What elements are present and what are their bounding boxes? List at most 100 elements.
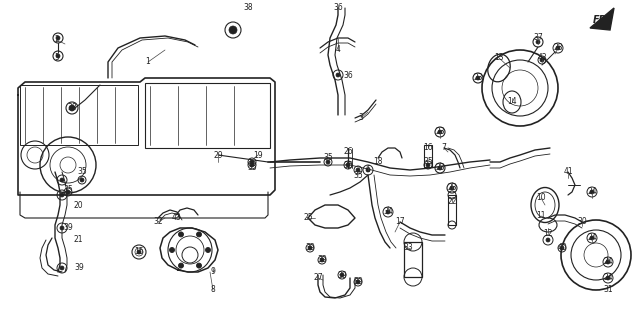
Text: 24: 24	[587, 187, 597, 197]
Circle shape	[556, 46, 560, 50]
Circle shape	[250, 160, 254, 164]
Circle shape	[229, 26, 237, 34]
Circle shape	[56, 36, 60, 40]
Text: 35: 35	[353, 171, 363, 179]
Text: 42: 42	[537, 54, 547, 62]
Circle shape	[250, 163, 254, 167]
Text: 30: 30	[577, 217, 587, 227]
Text: 23: 23	[435, 164, 445, 172]
Circle shape	[536, 40, 540, 44]
Text: 35: 35	[63, 185, 73, 195]
Circle shape	[540, 58, 544, 62]
Text: 36: 36	[343, 70, 353, 80]
Circle shape	[476, 76, 480, 80]
Text: 28: 28	[553, 43, 563, 53]
Circle shape	[66, 190, 70, 194]
Circle shape	[326, 160, 330, 164]
Circle shape	[450, 186, 454, 190]
Text: 4: 4	[335, 46, 340, 55]
Circle shape	[56, 54, 60, 58]
Text: 24: 24	[603, 274, 613, 282]
Text: 10: 10	[536, 193, 546, 203]
Text: 34: 34	[383, 208, 393, 217]
Circle shape	[196, 263, 202, 268]
Circle shape	[69, 105, 75, 111]
Text: 39: 39	[337, 270, 347, 280]
Text: 5: 5	[54, 54, 60, 62]
Circle shape	[137, 250, 141, 254]
Text: 23: 23	[447, 184, 457, 192]
Text: 16: 16	[423, 144, 433, 152]
Circle shape	[356, 168, 360, 172]
Text: 27: 27	[313, 274, 323, 282]
Text: 17: 17	[395, 217, 405, 227]
Circle shape	[170, 248, 175, 253]
Text: 19: 19	[253, 151, 263, 159]
Text: 40: 40	[557, 243, 567, 253]
Text: 15: 15	[134, 248, 144, 256]
Text: 12: 12	[543, 229, 553, 237]
Text: 24: 24	[603, 257, 613, 267]
Circle shape	[60, 226, 64, 230]
Text: 3: 3	[358, 113, 364, 122]
Circle shape	[80, 178, 84, 182]
Text: 29: 29	[213, 151, 223, 159]
Text: 8: 8	[211, 286, 216, 294]
Circle shape	[438, 130, 442, 134]
Text: 35: 35	[343, 160, 353, 170]
Polygon shape	[590, 8, 614, 30]
Text: 36: 36	[333, 3, 343, 12]
Text: 39: 39	[74, 263, 84, 273]
Text: 32: 32	[153, 217, 163, 227]
Circle shape	[366, 168, 370, 172]
Circle shape	[60, 266, 64, 270]
Circle shape	[60, 178, 64, 182]
Text: 35: 35	[423, 158, 433, 166]
Circle shape	[606, 260, 610, 264]
Circle shape	[356, 280, 360, 284]
Circle shape	[320, 258, 324, 262]
Text: 37: 37	[533, 34, 543, 42]
Text: 35: 35	[323, 153, 333, 163]
Text: 9: 9	[211, 268, 216, 276]
Text: 11: 11	[536, 211, 546, 221]
Circle shape	[179, 263, 184, 268]
Text: 2: 2	[54, 36, 60, 44]
Text: FR.: FR.	[593, 15, 611, 25]
Text: 13: 13	[494, 54, 504, 62]
Bar	[20, 85, 138, 145]
Text: 43: 43	[171, 214, 181, 223]
Text: 18: 18	[373, 158, 383, 166]
Text: 26: 26	[343, 147, 353, 157]
Text: 7: 7	[442, 144, 447, 152]
Circle shape	[205, 248, 211, 253]
Bar	[448, 195, 456, 225]
Text: 24: 24	[587, 234, 597, 243]
Circle shape	[590, 236, 594, 240]
Circle shape	[336, 73, 340, 77]
Text: 35: 35	[247, 164, 257, 172]
Circle shape	[546, 238, 550, 242]
Bar	[145, 83, 270, 148]
Text: 41: 41	[563, 167, 573, 177]
Text: 39: 39	[353, 277, 363, 287]
Circle shape	[590, 190, 594, 194]
Text: 39: 39	[63, 223, 73, 232]
Circle shape	[196, 232, 202, 237]
Bar	[404, 242, 422, 277]
Text: 31: 31	[603, 286, 613, 294]
Circle shape	[346, 163, 350, 167]
Text: 39: 39	[305, 243, 315, 253]
Circle shape	[606, 276, 610, 280]
Text: 23: 23	[435, 127, 445, 137]
Circle shape	[426, 163, 430, 167]
Text: 20: 20	[73, 200, 83, 210]
Circle shape	[308, 246, 312, 250]
Circle shape	[179, 232, 184, 237]
Text: 25: 25	[303, 214, 313, 223]
Bar	[424, 145, 432, 167]
Text: 38: 38	[243, 3, 253, 12]
Text: 21: 21	[73, 236, 83, 244]
Circle shape	[438, 166, 442, 170]
Text: 23: 23	[473, 74, 483, 82]
